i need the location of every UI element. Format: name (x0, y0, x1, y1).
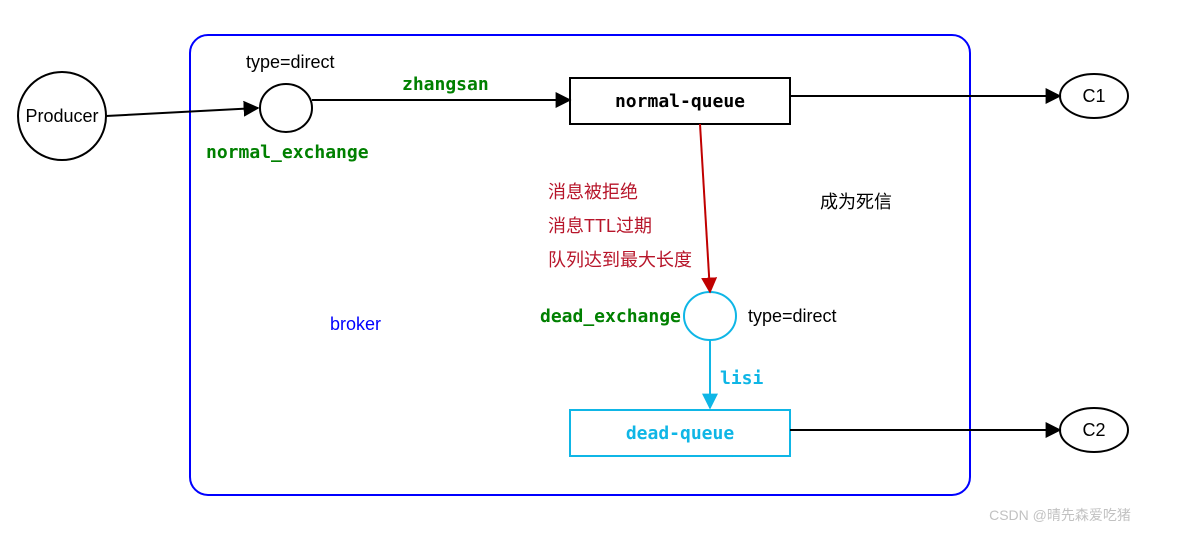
broker-label: broker (330, 314, 381, 334)
normal-exchange-type: type=direct (246, 52, 335, 72)
watermark: CSDN @晴先森爱吃猪 (989, 507, 1131, 523)
normal-queue-label: normal-queue (615, 91, 745, 112)
routing-key-lisi: lisi (720, 368, 764, 389)
normal-exchange-node (260, 84, 312, 132)
dead-exchange-node (684, 292, 736, 340)
consumer-c2-label: C2 (1082, 420, 1105, 440)
dlx-reason-1: 消息TTL过期 (548, 216, 652, 236)
dead-letter-label: 成为死信 (820, 192, 892, 212)
dlx-reason-0: 消息被拒绝 (548, 182, 638, 202)
producer-label: Producer (25, 106, 98, 126)
normal-exchange-name: normal_exchange (206, 142, 369, 163)
routing-key-zhangsan: zhangsan (402, 74, 489, 95)
consumer-c1-label: C1 (1082, 86, 1105, 106)
dead-exchange-type: type=direct (748, 306, 837, 326)
dead-queue-label: dead-queue (626, 423, 735, 444)
edge-normal-to-dead-exchange (700, 124, 710, 292)
edge-producer-to-exchange (106, 108, 258, 116)
dlx-reason-2: 队列达到最大长度 (548, 250, 692, 270)
dead-exchange-name: dead_exchange (540, 306, 681, 327)
